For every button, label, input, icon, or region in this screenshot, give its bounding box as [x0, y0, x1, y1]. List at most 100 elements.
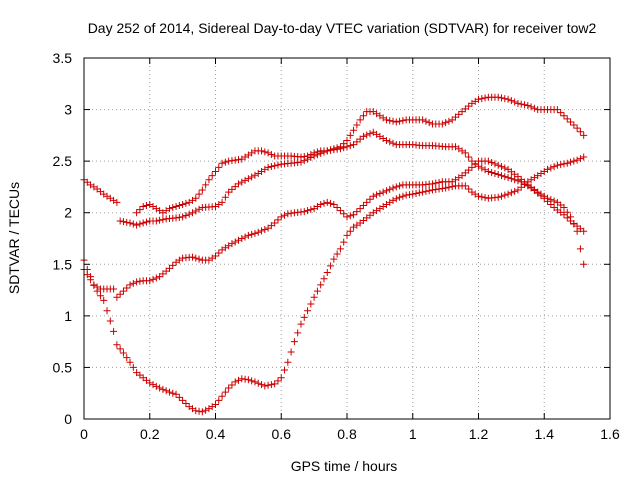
data-point	[382, 137, 390, 145]
data-point	[494, 161, 502, 169]
data-point	[165, 388, 173, 396]
data-point	[494, 171, 502, 179]
data-point	[530, 104, 538, 112]
data-point	[152, 274, 160, 282]
x-tick-label: 1.6	[600, 426, 620, 442]
data-point	[419, 116, 427, 124]
data-point	[438, 184, 446, 192]
data-point	[119, 287, 127, 295]
data-point	[580, 227, 588, 235]
data-point	[129, 279, 137, 287]
data-point	[116, 345, 124, 353]
data-point	[313, 148, 321, 156]
data-point	[363, 131, 371, 139]
data-point	[356, 116, 364, 124]
data-point	[504, 95, 512, 103]
data-point	[87, 276, 95, 284]
data-point	[343, 213, 351, 221]
data-point	[218, 392, 226, 400]
data-point	[146, 277, 154, 285]
data-point	[267, 163, 275, 171]
series-2	[80, 157, 588, 301]
data-point	[274, 216, 282, 224]
data-point	[212, 167, 219, 175]
data-point	[284, 358, 292, 366]
data-point	[419, 188, 427, 196]
data-point	[215, 163, 223, 171]
chart-title: Day 252 of 2014, Sidereal Day-to-day VTE…	[88, 20, 597, 36]
data-point	[366, 195, 374, 203]
data-point	[169, 204, 177, 212]
y-tick-label: 3	[64, 102, 72, 118]
data-point	[563, 115, 571, 123]
data-point	[103, 307, 111, 315]
x-tick-label: 0.2	[140, 426, 160, 442]
data-point	[580, 131, 588, 139]
data-point	[317, 281, 325, 289]
data-point	[169, 389, 177, 397]
data-point	[83, 271, 91, 279]
data-point	[218, 159, 226, 167]
data-point	[333, 144, 341, 152]
data-point	[106, 317, 114, 325]
data-point	[152, 382, 160, 390]
data-point	[221, 193, 229, 201]
data-point	[366, 130, 374, 138]
data-point	[133, 209, 141, 217]
data-point	[432, 179, 440, 187]
data-point	[478, 193, 486, 201]
data-point	[192, 407, 200, 415]
data-point	[336, 207, 344, 215]
data-point	[317, 200, 325, 208]
data-point	[264, 149, 272, 157]
data-point	[350, 211, 358, 219]
data-point	[100, 296, 108, 304]
data-point	[195, 407, 203, 415]
data-point	[110, 285, 118, 293]
data-point	[96, 292, 104, 300]
data-point	[126, 358, 134, 366]
data-point	[304, 152, 312, 160]
data-point	[175, 213, 183, 221]
data-point	[550, 163, 558, 171]
data-point	[310, 149, 318, 157]
data-point	[126, 281, 134, 289]
data-point	[251, 378, 259, 386]
data-point	[251, 171, 259, 179]
data-point	[241, 375, 249, 383]
data-point	[208, 172, 216, 180]
data-point	[202, 406, 210, 414]
data-point	[320, 275, 328, 283]
data-point	[149, 381, 157, 389]
data-point	[465, 185, 473, 193]
data-point	[353, 208, 361, 216]
data-point	[445, 183, 453, 191]
x-tick-label: 0.6	[272, 426, 292, 442]
data-point	[373, 191, 381, 199]
data-point	[129, 220, 137, 228]
data-point	[386, 138, 394, 146]
data-point	[557, 161, 565, 169]
y-tick-label: 1.5	[53, 256, 73, 272]
data-point	[126, 219, 134, 227]
data-point	[182, 199, 190, 207]
data-point	[244, 231, 252, 239]
data-point	[333, 250, 341, 258]
data-point	[369, 192, 377, 200]
data-point	[142, 218, 150, 226]
data-point	[323, 198, 331, 206]
data-point	[267, 150, 275, 158]
data-point	[488, 159, 496, 167]
data-point	[465, 153, 473, 161]
y-tick-label: 3.5	[53, 50, 73, 66]
data-point	[225, 384, 233, 392]
data-point	[116, 290, 124, 298]
data-point	[399, 192, 407, 200]
data-point	[550, 197, 558, 205]
data-point	[501, 95, 509, 103]
data-point	[281, 366, 289, 374]
data-point	[340, 140, 348, 148]
data-point	[524, 101, 532, 109]
x-tick-label: 1.2	[469, 426, 489, 442]
data-point	[346, 227, 354, 235]
